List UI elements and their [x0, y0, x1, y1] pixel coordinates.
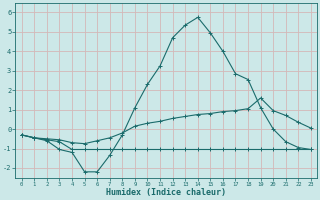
- X-axis label: Humidex (Indice chaleur): Humidex (Indice chaleur): [106, 188, 226, 197]
